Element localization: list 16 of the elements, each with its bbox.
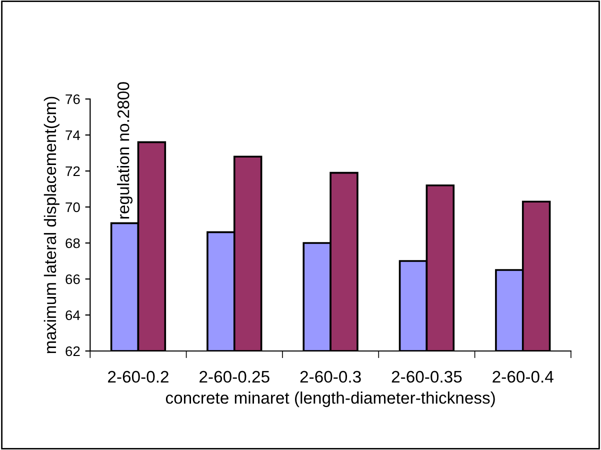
x-tick-label: 2-60-0.4 — [492, 370, 554, 383]
x-axis-title: concrete minaret (length-diameter-thickness) — [166, 392, 495, 408]
y-tick-label: 76 — [66, 94, 80, 104]
y-tick-label: 72 — [66, 166, 80, 176]
y-tick-label: 62 — [66, 346, 80, 356]
y-tick-label: 66 — [66, 274, 80, 284]
text: regulation no.2800 — [117, 82, 133, 218]
y-axis-title: maximum lateral displacement(cm) — [44, 96, 60, 354]
y-tick-label: 74 — [66, 130, 80, 140]
x-tick-label: 2-60-0.2 — [108, 370, 168, 383]
y-tick-label: 64 — [66, 310, 80, 320]
x-tick-label: 2-60-0.35 — [392, 370, 462, 383]
y-tick-label: 68 — [66, 238, 80, 248]
x-tick-label: 2-60-0.3 — [300, 370, 361, 383]
y-tick-label: 70 — [66, 202, 80, 212]
x-tick-label: 2-60-0.25 — [200, 370, 270, 383]
